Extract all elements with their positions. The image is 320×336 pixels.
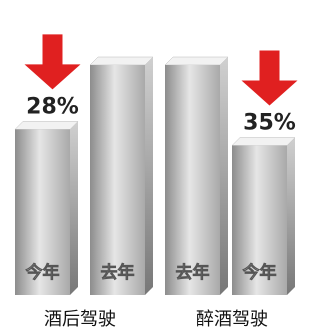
bar-top — [232, 138, 295, 146]
bar — [90, 65, 145, 295]
bar-side — [220, 57, 228, 295]
decrease-label: 35% — [243, 111, 296, 136]
bar-top — [90, 57, 153, 65]
page: 今年28%去年酒后驾驶今年35%去年醉酒驾驶 (() => { const da… — [0, 0, 320, 336]
bar-side — [70, 121, 78, 295]
decrease-arrow — [25, 34, 81, 89]
bar-side — [145, 57, 153, 295]
bar-label: 今年 — [243, 262, 277, 283]
bar-top — [165, 57, 228, 65]
bar-label: 今年 — [26, 262, 60, 283]
bar-label: 去年 — [101, 262, 135, 283]
bar-side — [287, 138, 295, 296]
bar — [165, 65, 220, 295]
decrease-arrow — [242, 51, 298, 106]
group-label: 酒后驾驶 — [44, 309, 116, 330]
group-label: 醉酒驾驶 — [196, 309, 268, 330]
bar-top — [15, 121, 78, 129]
decrease-label: 28% — [26, 94, 79, 119]
bar-label: 去年 — [176, 262, 210, 283]
